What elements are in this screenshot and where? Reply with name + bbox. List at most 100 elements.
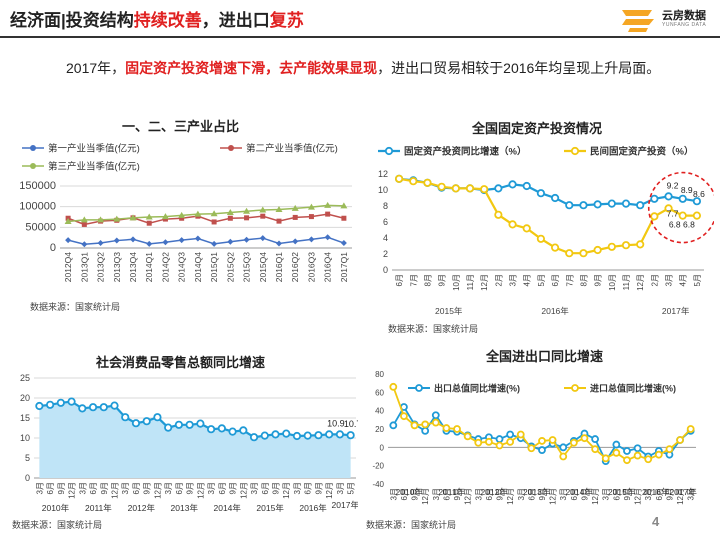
y-tick-label: 15 (20, 413, 30, 423)
data-point (260, 213, 266, 219)
x-tick-label: 9月 (594, 274, 603, 286)
x-tick-label: 6月 (395, 274, 404, 286)
data-point (579, 201, 588, 210)
x-tick-label: 6月 (442, 488, 451, 500)
x-tick-label: 8月 (579, 274, 588, 286)
data-point (341, 215, 347, 221)
data-point (275, 206, 283, 213)
data-point (633, 444, 642, 453)
data-point (389, 382, 398, 391)
data-point (506, 437, 515, 446)
x-tick-label: 9月 (623, 488, 632, 500)
x-tick-label: 2月 (650, 274, 659, 286)
x-tick-label: 12月 (239, 482, 248, 499)
x-tick-label: 4月 (679, 274, 688, 286)
x-tick-label: 11月 (622, 274, 631, 290)
title-part4: 复苏 (269, 11, 304, 30)
x-tick-label: 6月 (46, 482, 55, 494)
data-label: 8.9 (681, 185, 693, 195)
x-tick-label: 10月 (608, 274, 617, 291)
x-tick-label: 2014Q1 (144, 252, 154, 283)
y-tick-label: 10 (378, 185, 388, 195)
year-label: 2016年 (299, 503, 327, 513)
data-point (522, 181, 531, 191)
x-tick-label: 12月 (636, 274, 645, 291)
data-point (591, 435, 600, 443)
data-point (612, 440, 621, 449)
data-point (633, 451, 642, 460)
x-tick-label: 3月 (250, 482, 259, 494)
data-point (601, 454, 610, 463)
data-point (145, 213, 153, 220)
y-tick-label: 50000 (25, 221, 56, 233)
industry-chart: 0 50000 100000 150000 2012Q4 2013Q1 2013Q2 2013… (19, 143, 352, 283)
data-point (495, 435, 504, 443)
data-point (451, 184, 460, 193)
x-tick-label: 2013Q3 (112, 252, 122, 283)
data-point (324, 234, 331, 241)
data-point (550, 243, 560, 252)
legend-marker (571, 384, 579, 392)
x-tick-label: 3月 (121, 482, 130, 494)
data-point (292, 431, 302, 441)
data-point (612, 448, 621, 457)
x-tick-label: 9月 (314, 482, 323, 494)
x-tick-label: 2013Q1 (79, 252, 89, 283)
data-point (325, 211, 331, 217)
x-tick-label: 7月 (409, 274, 418, 286)
brand-logo: 云房数据 YUNFANG DATA (618, 4, 714, 34)
x-tick-label: 12月 (506, 488, 515, 505)
data-point (64, 218, 72, 225)
data-point (474, 438, 483, 447)
x-tick-label: 2015Q4 (258, 252, 268, 283)
data-point (508, 180, 517, 189)
data-point (431, 418, 440, 427)
x-tick-label: 12月 (153, 482, 162, 499)
data-point (88, 403, 98, 412)
data-label: 6.8 (669, 220, 681, 230)
data-point (80, 216, 88, 223)
year-label: 2013年 (171, 503, 199, 513)
data-point (307, 203, 315, 210)
y-tick-label: 4 (383, 233, 388, 243)
data-point (217, 424, 226, 433)
data-point (97, 216, 105, 223)
data-point (271, 430, 280, 439)
data-point (569, 438, 578, 447)
data-label: 9.2 (667, 180, 679, 190)
data-point (303, 431, 312, 440)
y-tick-label: 0 (380, 443, 385, 452)
x-tick-label: 11月 (466, 274, 475, 290)
data-point (538, 446, 546, 454)
x-tick-label: 9月 (665, 488, 674, 500)
paragraph-part1: 2017年， (66, 60, 126, 76)
year-label: 2014年 (565, 487, 593, 497)
data-point (494, 184, 503, 193)
data-point (81, 241, 88, 248)
trade-chart-title: 全国进出口同比增速 (486, 349, 604, 364)
data-point (437, 182, 446, 191)
x-tick-label: 2015Q3 (242, 252, 252, 283)
legend-marker (228, 145, 234, 151)
series-line (67, 236, 345, 246)
x-tick-label: 6月 (132, 482, 141, 494)
x-tick-label: 2014Q2 (160, 252, 170, 283)
data-point (325, 430, 334, 439)
data-point (67, 397, 76, 406)
data-point (400, 412, 408, 421)
data-point (650, 212, 659, 221)
x-tick-label: 12月 (196, 482, 205, 499)
data-label: 10.9 (327, 418, 345, 428)
series-line (398, 177, 697, 255)
x-tick-label: 10月 (452, 274, 461, 291)
year-label: 2010年 (42, 503, 70, 513)
x-tick-label: 9月 (538, 488, 547, 500)
data-label: 10.7 (344, 419, 358, 429)
data-point (565, 249, 574, 258)
trade-source: 数据来源：国家统计局 (366, 520, 457, 530)
legend-label: 出口总值同比增速(%) (434, 383, 520, 394)
data-point (692, 197, 702, 206)
x-tick-label: 2015Q1 (209, 252, 219, 283)
data-point (536, 189, 546, 198)
